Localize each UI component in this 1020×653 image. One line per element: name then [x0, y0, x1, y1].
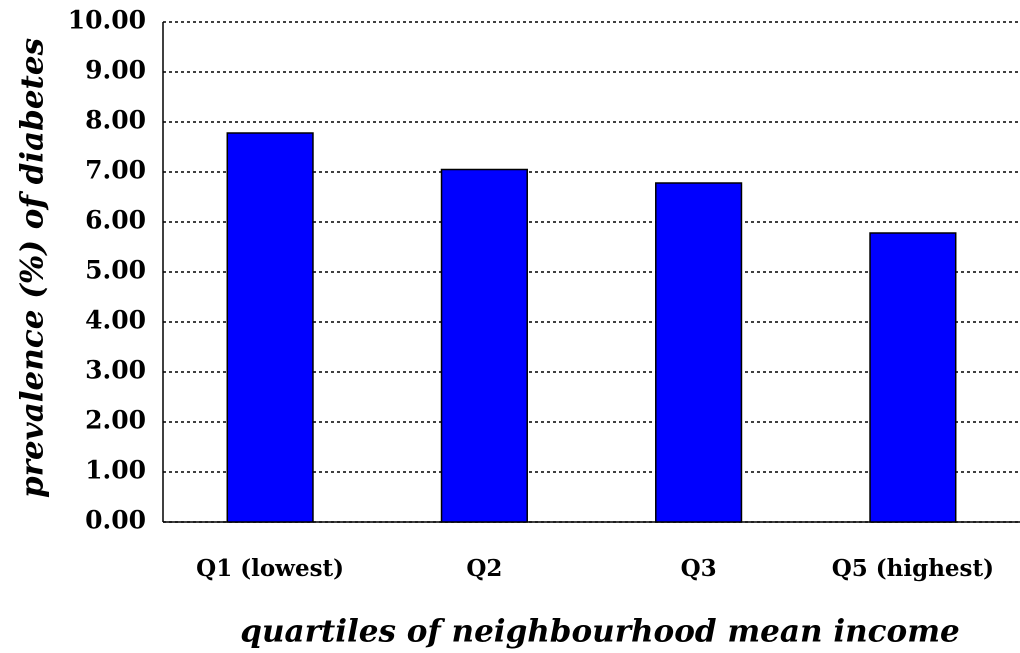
y-tick-label: 8.00: [85, 106, 146, 135]
x-tick-label: Q3: [681, 555, 717, 582]
x-tick-label: Q5 (highest): [832, 555, 994, 582]
bar: [226, 132, 314, 523]
y-tick-label: 7.00: [85, 156, 146, 185]
y-tick-label: 4.00: [85, 306, 146, 335]
y-tick-label: 6.00: [85, 206, 146, 235]
y-tick-label: 1.00: [85, 456, 146, 485]
bar: [440, 168, 528, 523]
bar: [655, 182, 743, 523]
x-tick-label: Q1 (lowest): [196, 555, 344, 582]
y-tick-label: 9.00: [85, 56, 146, 85]
x-axis-title: quartiles of neighbourhood mean income: [240, 614, 959, 650]
x-tick-label: Q2: [466, 555, 502, 582]
y-tick-label: 10.00: [68, 6, 146, 35]
y-tick-label: 5.00: [85, 256, 146, 285]
bar: [869, 232, 957, 523]
y-tick-label: 3.00: [85, 356, 146, 385]
y-tick-label: 0.00: [85, 506, 146, 535]
y-tick-label: 2.00: [85, 406, 146, 435]
y-axis-title: prevalence (%) of diabetes: [15, 38, 51, 498]
